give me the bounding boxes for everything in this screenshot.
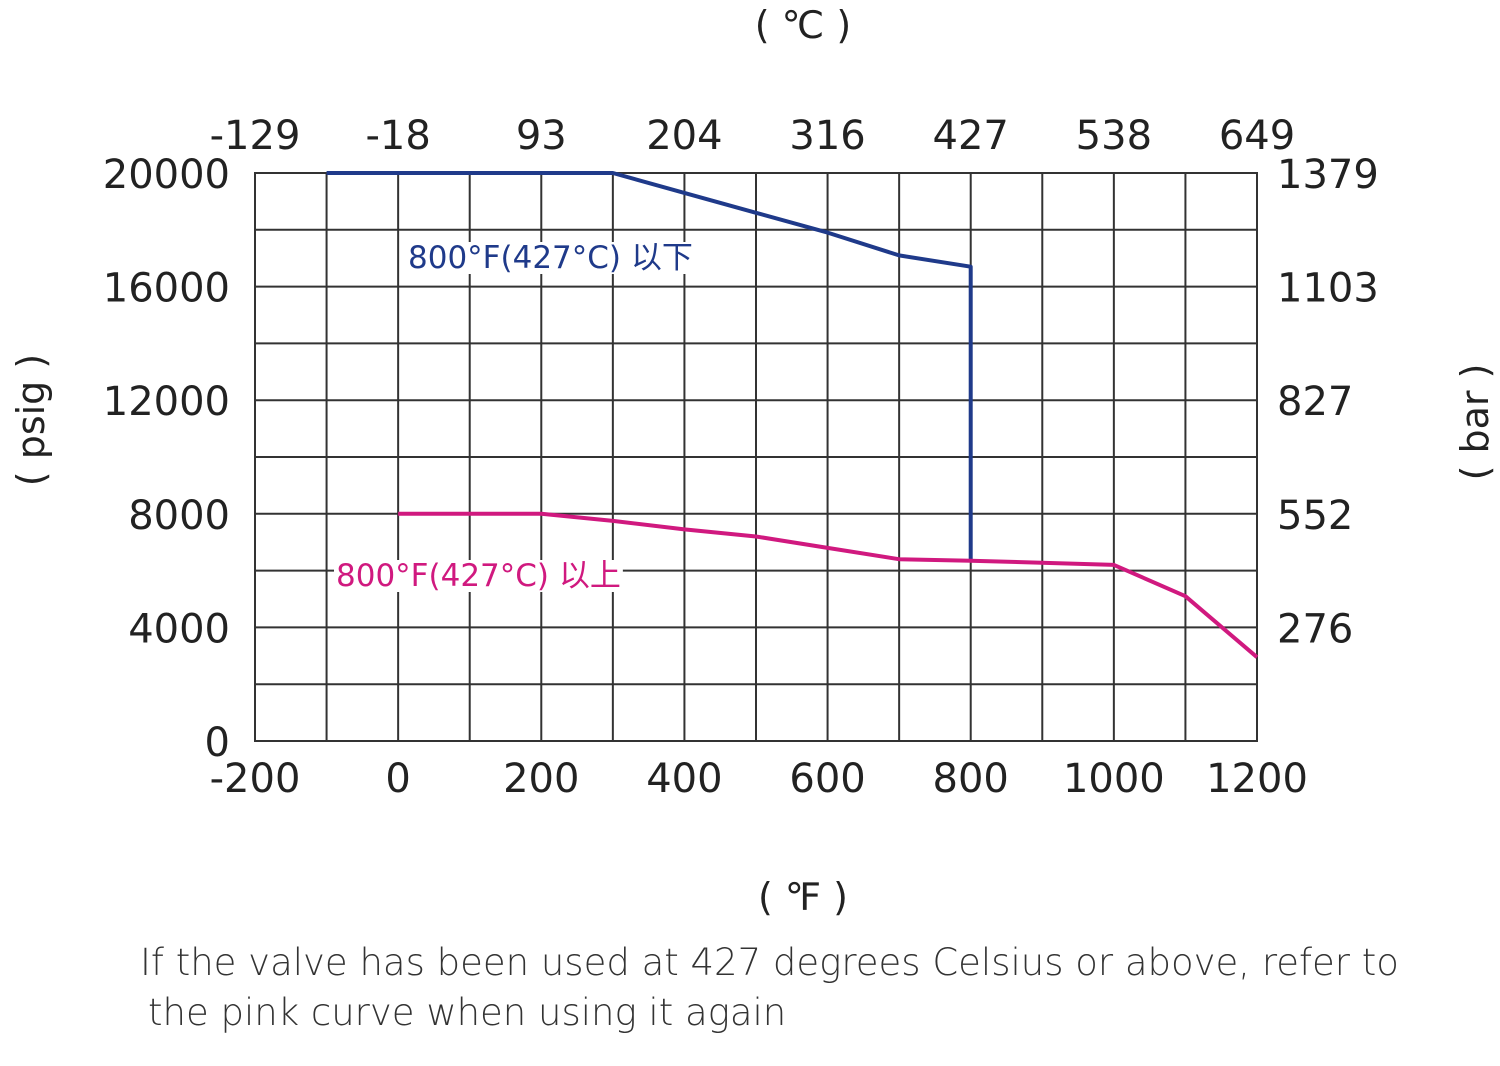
x-unit-label: ( ℉ )	[758, 875, 848, 919]
x2-tick-label: -129	[210, 113, 301, 159]
x2-tick-label: 204	[646, 113, 722, 159]
series-line-below-800f	[326, 171, 973, 560]
x2-tick-label: 93	[516, 113, 567, 159]
x2-tick-label: 427	[933, 113, 1009, 159]
x2-tick-label: -18	[365, 113, 430, 159]
caption-line-1: If the valve has been used at 427 degree…	[140, 941, 1399, 984]
chart-grid	[254, 172, 1258, 742]
chart-lines	[326, 171, 1259, 659]
series-label-above-800f: 800°F(427°C) 以上	[336, 558, 621, 594]
x-tick-label: 800	[933, 756, 1009, 802]
x-tick-label: -200	[210, 756, 301, 802]
series-label-background	[406, 242, 695, 274]
x2-tick-label: 316	[789, 113, 865, 159]
x-tick-label: 400	[646, 756, 722, 802]
series-line-above-800f	[398, 511, 1259, 659]
y2-tick-label: 1103	[1277, 266, 1379, 312]
x2-unit-label: ( ℃ )	[755, 3, 851, 47]
x-tick-label: 1000	[1063, 756, 1165, 802]
y2-tick-label: 276	[1277, 606, 1353, 652]
y-unit-label: ( psig )	[9, 354, 53, 486]
y-tick-label: 8000	[128, 493, 230, 539]
y2-unit-label: ( bar )	[1453, 364, 1497, 481]
x-tick-label: 200	[503, 756, 579, 802]
x-tick-label: 600	[789, 756, 865, 802]
y-tick-label: 20000	[103, 152, 230, 198]
series-label-below-800f: 800°F(427°C) 以下	[408, 240, 693, 276]
y2-tick-label: 552	[1277, 493, 1353, 539]
y2-tick-label: 1379	[1277, 152, 1379, 198]
x2-tick-label: 538	[1076, 113, 1152, 159]
x-tick-label: 0	[385, 756, 410, 802]
caption-line-2: the pink curve when using it again	[148, 991, 787, 1034]
y-tick-label: 16000	[103, 266, 230, 312]
x2-tick-label: 649	[1219, 113, 1295, 159]
y-tick-label: 4000	[128, 606, 230, 652]
x-tick-label: 1200	[1206, 756, 1308, 802]
series-label-background	[334, 560, 623, 592]
y-tick-label: 12000	[103, 379, 230, 425]
chart-caption: If the valve has been used at 427 degree…	[140, 938, 1440, 1038]
y2-tick-label: 827	[1277, 379, 1353, 425]
y-tick-label: 0	[205, 720, 230, 766]
